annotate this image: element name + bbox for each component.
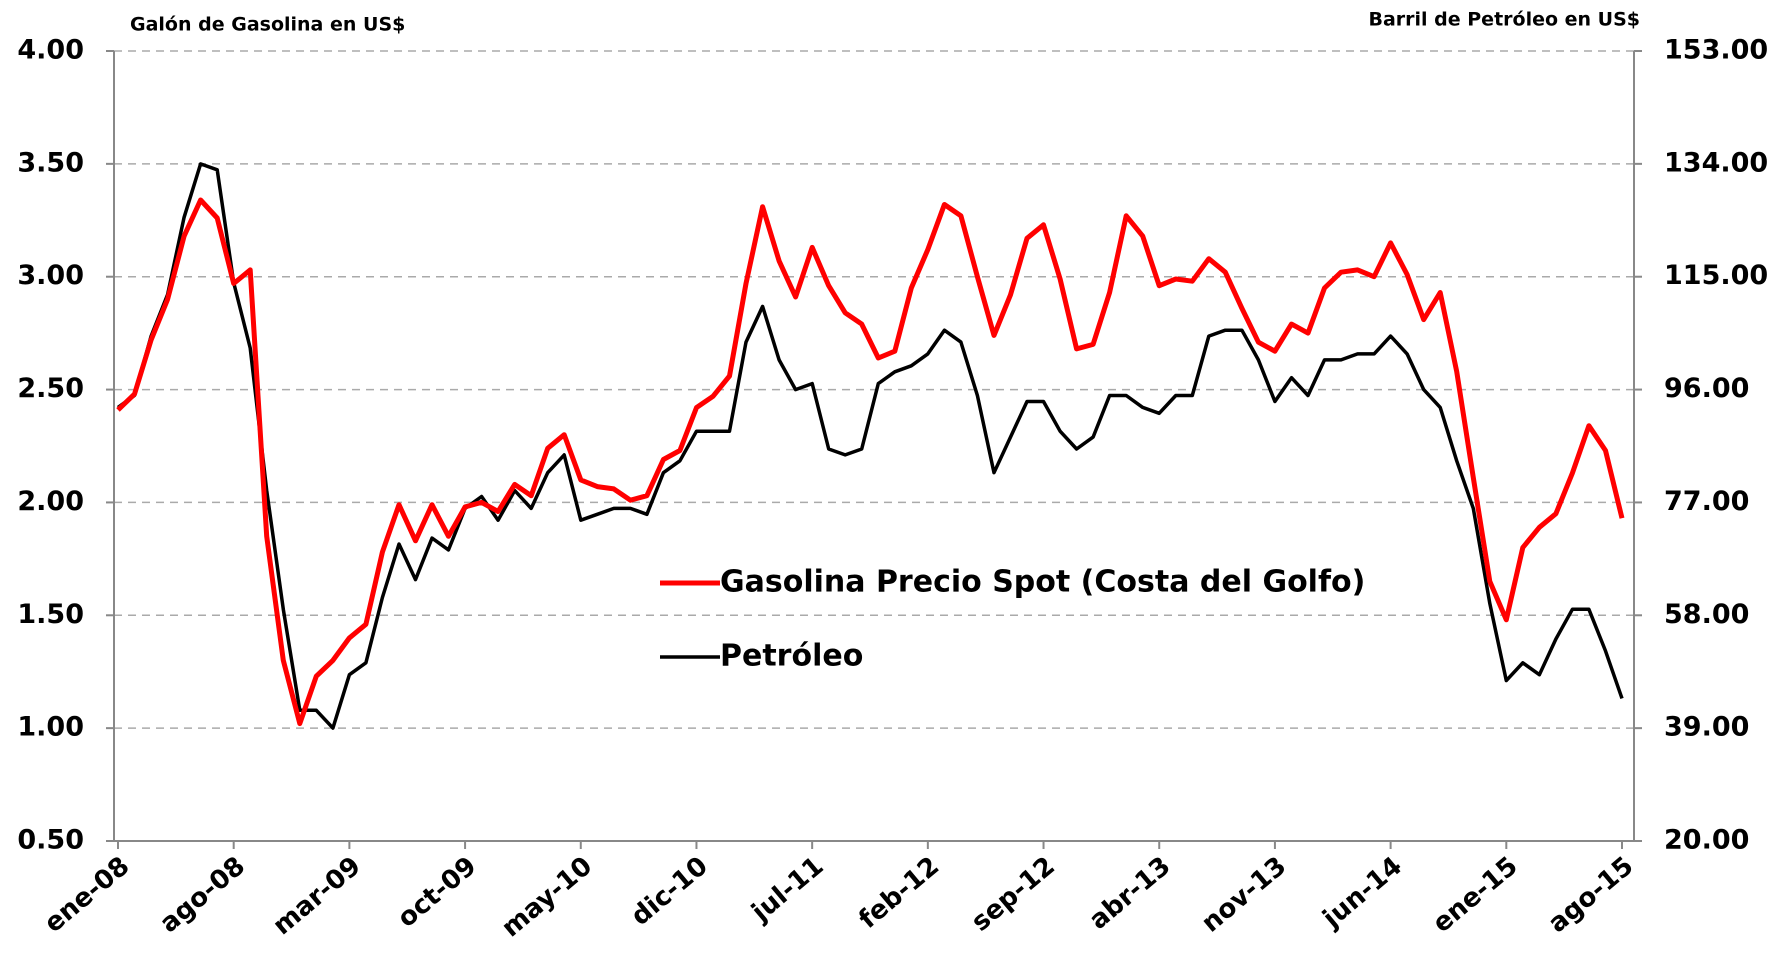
y-tick-label: 4.00 — [17, 35, 84, 66]
y2-tick-label: 134.00 — [1664, 147, 1768, 178]
y2-tick-label: 77.00 — [1664, 486, 1749, 517]
y-tick-label: 1.50 — [17, 599, 84, 630]
y2-tick-label: 115.00 — [1664, 260, 1768, 291]
x-tick-label: mar-09 — [267, 851, 366, 941]
x-tick-label: oct-09 — [392, 851, 482, 934]
x-tick-label: feb-12 — [853, 851, 945, 935]
x-tick-label: ago-15 — [1543, 851, 1640, 939]
x-tick-label: jun-14 — [1317, 851, 1408, 934]
y2-tick-label: 20.00 — [1664, 825, 1749, 856]
x-tick-label: abr-13 — [1084, 851, 1177, 936]
x-tick-label: ene-08 — [39, 851, 135, 939]
y2-tick-label: 96.00 — [1664, 373, 1749, 404]
y-tick-label: 3.50 — [17, 147, 84, 178]
x-tick-label: nov-13 — [1196, 851, 1292, 938]
y2-tick-label: 58.00 — [1664, 599, 1749, 630]
x-tick-label: jul-11 — [746, 851, 830, 928]
x-tick-label: may-10 — [496, 851, 598, 943]
y-tick-label: 1.00 — [17, 712, 84, 743]
y-axis-title: Galón de Gasolina en US$ — [130, 14, 405, 36]
y-tick-label: 0.50 — [17, 825, 84, 856]
y2-axis-title: Barril de Petróleo en US$ — [1368, 9, 1640, 31]
legend-label: Gasolina Precio Spot (Costa del Golfo) — [720, 565, 1365, 600]
y-tick-label: 3.00 — [17, 260, 84, 291]
x-tick-label: sep-12 — [966, 851, 1061, 937]
y-tick-label: 2.50 — [17, 373, 84, 404]
series-line — [116, 162, 1624, 730]
x-tick-label: dic-10 — [626, 851, 714, 932]
y2-tick-label: 39.00 — [1664, 712, 1749, 743]
legend-label: Petróleo — [720, 639, 863, 674]
series-line — [116, 197, 1625, 727]
y2-tick-label: 153.00 — [1664, 35, 1768, 66]
x-tick-label: ago-08 — [154, 851, 251, 939]
y-tick-label: 2.00 — [17, 486, 84, 517]
x-tick-label: ene-15 — [1427, 851, 1523, 939]
